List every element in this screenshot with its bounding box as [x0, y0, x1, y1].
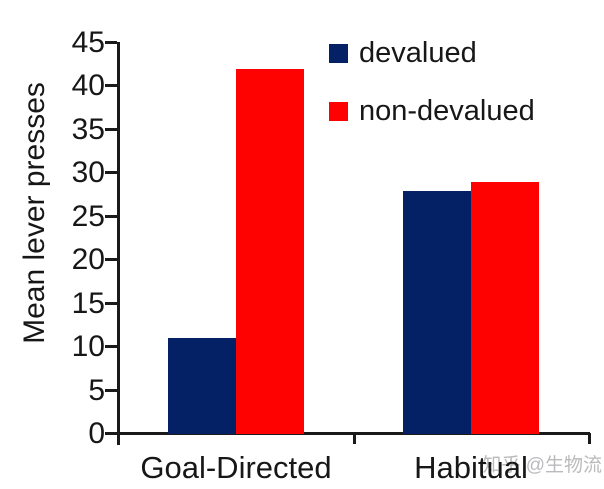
y-tick-mark — [105, 215, 117, 218]
y-tick-mark — [105, 302, 117, 305]
devalued-swatch-icon — [329, 43, 348, 63]
y-tick-label: 0 — [88, 417, 105, 450]
x-tick-mark — [353, 433, 356, 444]
y-tick-label: 35 — [71, 113, 105, 146]
y-tick-label: 20 — [71, 243, 105, 276]
non-devalued-swatch-icon — [329, 101, 348, 121]
y-tick-label: 25 — [71, 200, 105, 233]
y-tick-mark — [105, 432, 117, 435]
y-tick-label: 40 — [71, 69, 105, 102]
y-tick-mark — [105, 345, 117, 348]
x-category-label: Habitual — [414, 450, 528, 485]
y-tick-mark — [105, 41, 117, 44]
bar-habitual-devalued — [403, 191, 471, 434]
x-tick-mark — [588, 433, 591, 444]
legend: devalued non-devalued — [329, 38, 535, 154]
y-tick-mark — [105, 128, 117, 131]
bar-habitual-non-devalued — [471, 182, 539, 434]
legend-label-non-devalued: non-devalued — [359, 95, 535, 127]
y-tick-mark — [105, 171, 117, 174]
y-axis-line — [117, 42, 120, 445]
y-tick-label: 10 — [71, 330, 105, 363]
watermark: 知乎 @生物流 — [482, 455, 602, 476]
y-tick-label: 45 — [71, 26, 105, 59]
bar-goal-directed-non-devalued — [236, 69, 304, 434]
y-tick-label: 30 — [71, 156, 105, 189]
legend-item-devalued: devalued — [329, 38, 535, 68]
y-tick-mark — [105, 84, 117, 87]
y-tick-mark — [105, 389, 117, 392]
y-tick-label: 5 — [88, 374, 105, 407]
y-tick-mark — [105, 258, 117, 261]
y-tick-label: 15 — [71, 287, 105, 320]
x-category-label: Goal-Directed — [140, 450, 332, 485]
legend-item-non-devalued: non-devalued — [329, 96, 535, 126]
bar-goal-directed-devalued — [168, 338, 236, 434]
legend-label-devalued: devalued — [359, 37, 477, 69]
